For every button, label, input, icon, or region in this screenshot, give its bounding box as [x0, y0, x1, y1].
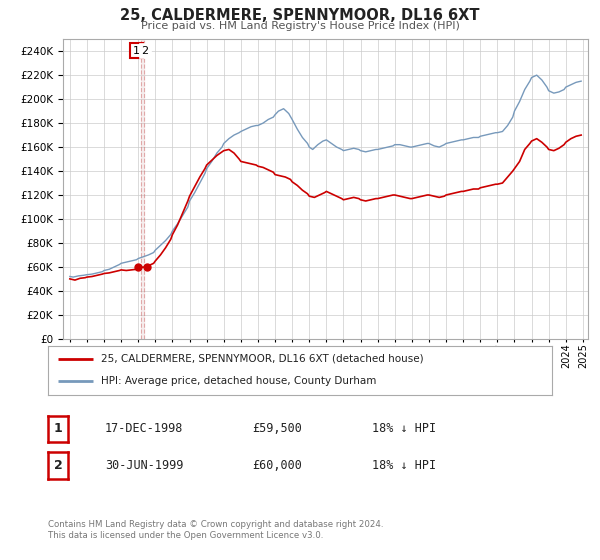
Text: 2: 2 — [142, 45, 148, 55]
Text: Contains HM Land Registry data © Crown copyright and database right 2024.: Contains HM Land Registry data © Crown c… — [48, 520, 383, 529]
Text: 30-JUN-1999: 30-JUN-1999 — [105, 459, 184, 472]
Text: This data is licensed under the Open Government Licence v3.0.: This data is licensed under the Open Gov… — [48, 531, 323, 540]
Text: 1: 1 — [133, 45, 140, 55]
Text: 18% ↓ HPI: 18% ↓ HPI — [372, 459, 436, 472]
Text: 18% ↓ HPI: 18% ↓ HPI — [372, 422, 436, 436]
Text: 25, CALDERMERE, SPENNYMOOR, DL16 6XT (detached house): 25, CALDERMERE, SPENNYMOOR, DL16 6XT (de… — [101, 354, 424, 364]
Bar — [142, 39, 144, 339]
Text: 25, CALDERMERE, SPENNYMOOR, DL16 6XT: 25, CALDERMERE, SPENNYMOOR, DL16 6XT — [120, 8, 480, 24]
Text: Price paid vs. HM Land Registry's House Price Index (HPI): Price paid vs. HM Land Registry's House … — [140, 21, 460, 31]
Text: 2: 2 — [53, 459, 62, 472]
Text: 17-DEC-1998: 17-DEC-1998 — [105, 422, 184, 436]
Text: £60,000: £60,000 — [252, 459, 302, 472]
Text: HPI: Average price, detached house, County Durham: HPI: Average price, detached house, Coun… — [101, 376, 376, 386]
Text: £59,500: £59,500 — [252, 422, 302, 436]
Text: 1: 1 — [53, 422, 62, 436]
